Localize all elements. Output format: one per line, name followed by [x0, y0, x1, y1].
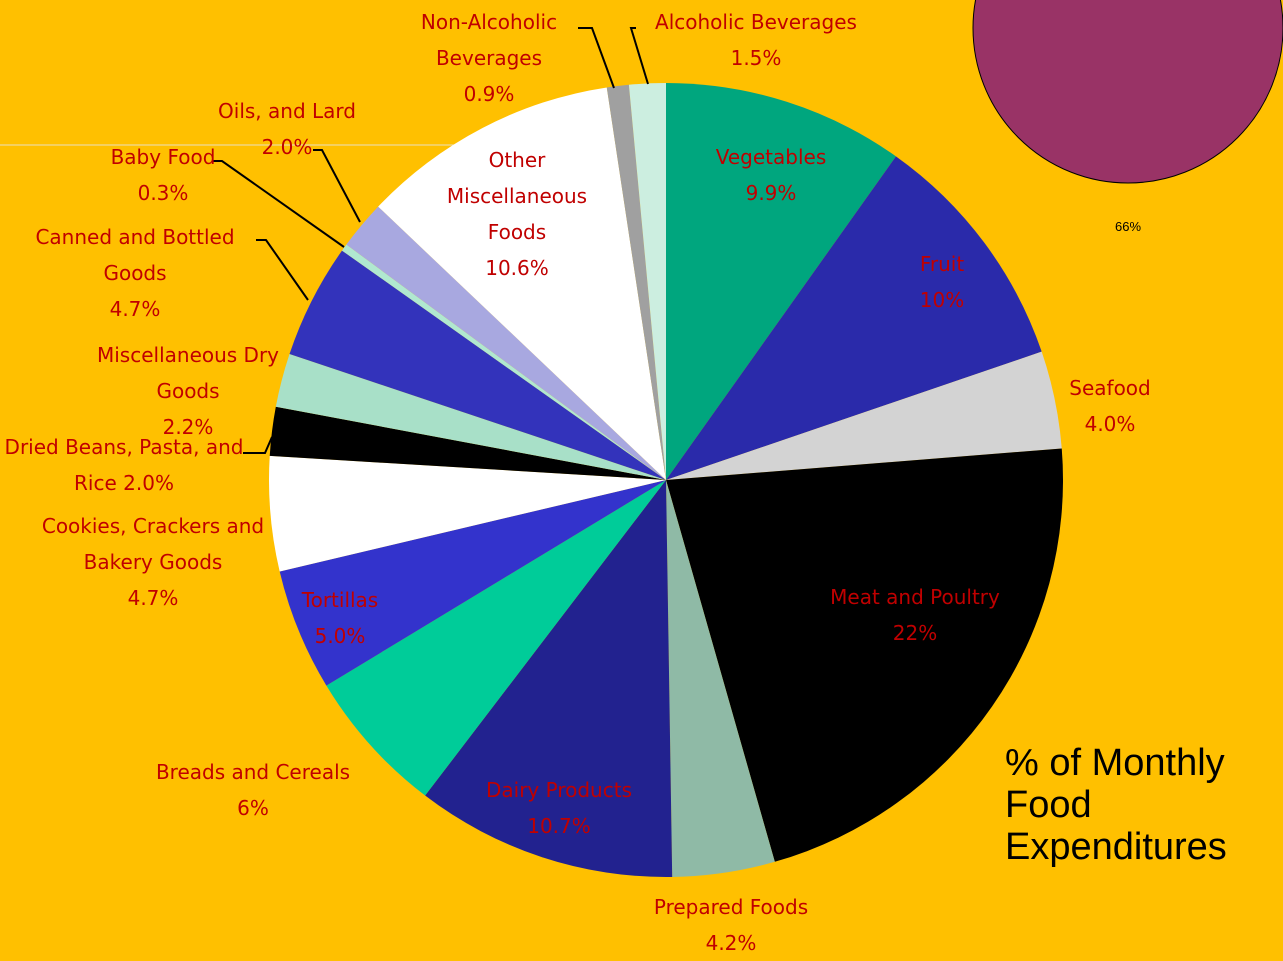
- slice-label: Non-Alcoholic Beverages 0.9%: [389, 4, 589, 112]
- category-label: Seafood: [1069, 376, 1151, 400]
- pie-slice: [666, 448, 1063, 862]
- chart-title: % of Monthly Food Expenditures: [1005, 742, 1227, 868]
- value-label: 10.6%: [485, 256, 549, 280]
- pie-slice: [289, 250, 666, 480]
- pie-slice: [378, 87, 666, 480]
- value-label: 4.7%: [109, 297, 161, 321]
- pie-slice: [269, 406, 666, 480]
- pie-slice: [279, 480, 666, 686]
- category-label: Prepared Foods: [653, 895, 809, 919]
- value-label: 10%: [919, 288, 965, 312]
- pie-slice: [628, 83, 666, 480]
- category-label: Dried Beans, Pasta, and Rice: [4, 435, 244, 495]
- pie-slice: [666, 480, 775, 877]
- value-label: 2.0%: [123, 471, 174, 495]
- pie-slice: [606, 84, 666, 480]
- category-label: Fruit: [919, 252, 965, 276]
- slice-label: Seafood 4.0%: [1050, 370, 1170, 442]
- value-label: 1.5%: [730, 46, 782, 70]
- category-label: Meat and Poultry: [830, 585, 1000, 609]
- pie-slice: [275, 354, 666, 480]
- slice-label: Alcoholic Beverages 1.5%: [626, 4, 886, 76]
- pie-slice: [666, 156, 1042, 481]
- slice-label: Meat and Poultry 22%: [795, 579, 1035, 651]
- slice-label: Vegetables 9.9%: [691, 139, 851, 211]
- pie: [268, 83, 1063, 877]
- category-label: Miscellaneous Dry Goods: [96, 343, 280, 403]
- value-label: 4.7%: [127, 586, 179, 610]
- slice-label: Prepared Foods 4.2%: [621, 889, 841, 961]
- leader-lines: [213, 27, 649, 454]
- slice-label: Cookies, Crackers and Bakery Goods 4.7%: [38, 508, 268, 616]
- category-label: Dairy Products: [486, 778, 632, 802]
- slice-label: Oils, and Lard 2.0%: [197, 93, 377, 165]
- leader-line: [213, 160, 345, 248]
- pie-slice: [268, 455, 666, 572]
- value-label: 5.0%: [314, 624, 366, 648]
- slice-label: Other Miscellaneous Foods 10.6%: [417, 142, 617, 286]
- value-label: 10.7%: [527, 814, 591, 838]
- value-label: 2.0%: [261, 135, 313, 159]
- slice-label: Miscellaneous Dry Goods 2.2%: [93, 337, 283, 445]
- value-label: 4.0%: [1084, 412, 1136, 436]
- category-label: Breads and Cereals: [155, 760, 351, 784]
- category-label: Cookies, Crackers and Bakery Goods: [41, 514, 265, 574]
- slice-label: Fruit 10%: [882, 246, 1002, 318]
- pie-slice: [346, 206, 666, 480]
- pie-slice: [666, 351, 1062, 480]
- slice-label: Breads and Cereals 6%: [123, 754, 383, 826]
- leader-line: [256, 239, 309, 301]
- pie-slice: [972, 0, 1283, 184]
- value-label: 0.3%: [137, 181, 189, 205]
- leader-line: [313, 149, 361, 223]
- category-label: Baby Food: [110, 145, 216, 169]
- value-label: 4.2%: [705, 931, 757, 955]
- leader-line: [243, 436, 273, 454]
- value-label: 0.9%: [463, 82, 515, 106]
- category-label: Tortillas: [301, 588, 379, 612]
- category-label: Oils, and Lard: [218, 99, 356, 123]
- category-label: Non-Alcoholic Beverages: [420, 10, 558, 70]
- value-label: 9.9%: [745, 181, 797, 205]
- pie: [972, 0, 1283, 184]
- category-label: Canned and Bottled Goods: [35, 225, 235, 285]
- slice-label: Canned and Bottled Goods 4.7%: [10, 219, 260, 327]
- value-label: 6%: [237, 796, 269, 820]
- slice-label: Tortillas 5.0%: [270, 582, 410, 654]
- data-label: 66%: [1115, 219, 1142, 234]
- pie-slice: [342, 244, 666, 480]
- value-label: 2.2%: [162, 415, 214, 439]
- category-label: Vegetables: [715, 145, 827, 169]
- leader-line: [629, 27, 649, 85]
- category-label: Alcoholic Beverages: [655, 10, 857, 34]
- pie-slice: [425, 480, 673, 877]
- slice-label: Baby Food 0.3%: [103, 139, 223, 211]
- pie-slice: [326, 480, 666, 796]
- value-label: 22%: [892, 621, 938, 645]
- pie-slice: [666, 83, 896, 480]
- slice-label: Dairy Products 10.7%: [449, 772, 669, 844]
- category-label: Other Miscellaneous Foods: [446, 148, 588, 244]
- slice-label: Dried Beans, Pasta, and Rice 2.0%: [0, 429, 249, 501]
- leader-line: [578, 27, 615, 89]
